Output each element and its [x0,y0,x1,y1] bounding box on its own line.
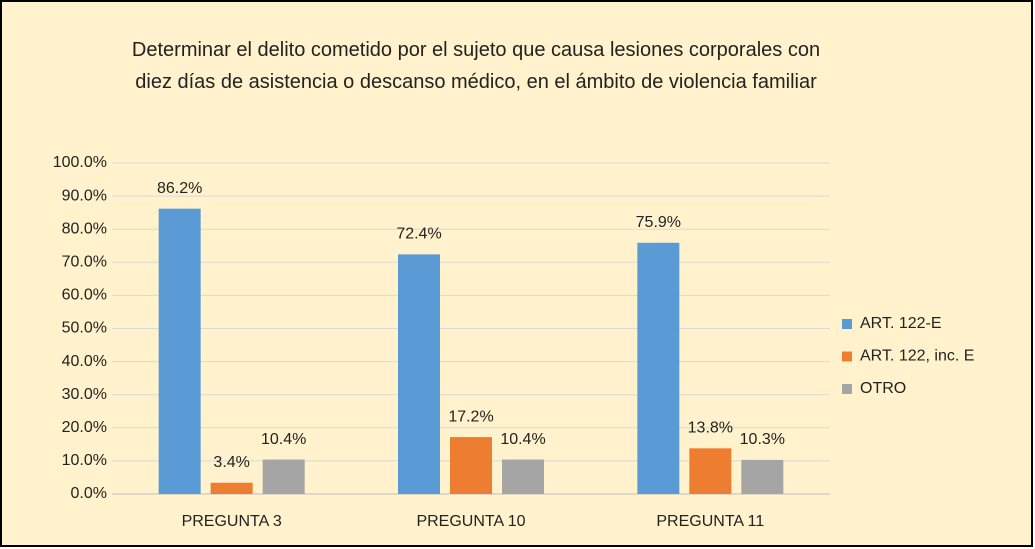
data-label: 10.4% [500,431,545,448]
bar [689,448,732,494]
data-label: 13.8% [688,420,733,437]
bar [450,437,492,494]
y-tick-label: 30.0% [62,386,107,403]
bar [502,459,544,494]
data-label: 17.2% [448,408,493,425]
data-label: 10.4% [261,431,306,448]
legend-label: OTRO [860,380,906,397]
chart-title: Determinar el delito cometido por el suj… [131,39,821,93]
data-label: 10.3% [740,431,785,448]
bar [262,459,305,494]
bar [210,482,253,494]
legend-swatch [842,351,852,362]
legend-swatch [842,384,852,394]
data-label: 86.2% [157,180,202,197]
x-tick-label: PREGUNTA 10 [416,513,525,530]
y-tick-label: 100.0% [53,154,107,171]
y-tick-label: 60.0% [62,287,107,304]
y-tick-label: 40.0% [62,353,107,370]
bar [741,459,784,494]
y-tick-label: 10.0% [62,452,107,469]
data-label: 72.4% [396,226,441,243]
legend-swatch [842,319,852,329]
y-tick-label: 70.0% [62,254,107,271]
bar [398,254,440,494]
data-label: 3.4% [213,454,249,471]
legend-label: ART. 122-E [860,315,942,332]
y-tick-label: 50.0% [62,320,107,337]
bar [637,242,680,494]
y-tick-label: 0.0% [71,485,107,502]
legend-label: ART. 122, inc. E [860,348,974,365]
x-tick-label: PREGUNTA 3 [182,513,282,530]
data-label: 75.9% [636,214,681,231]
x-tick-label: PREGUNTA 11 [656,513,764,530]
y-tick-label: 20.0% [62,419,107,436]
y-tick-label: 90.0% [62,187,107,204]
bar [158,208,201,495]
y-tick-label: 80.0% [62,220,107,237]
